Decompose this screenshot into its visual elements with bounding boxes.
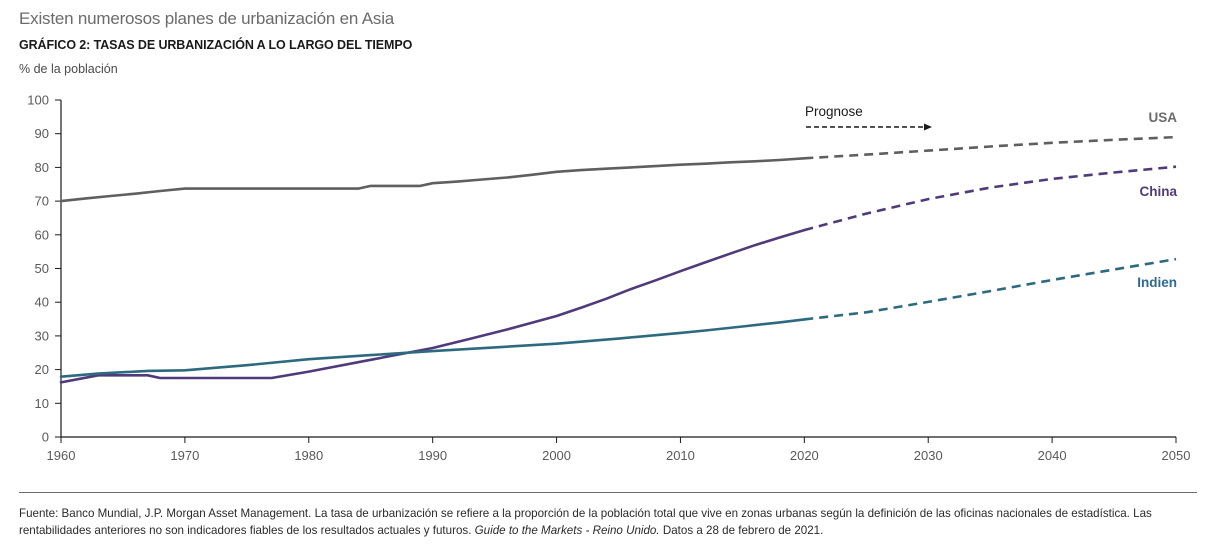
x-tick-label: 2000 — [542, 448, 571, 463]
series-line-china-forecast — [803, 165, 1177, 232]
y-tick-label: 80 — [35, 160, 49, 175]
series-line-china-historical — [59, 228, 806, 384]
series-label-indien: Indien — [1137, 275, 1177, 290]
series-line-indien-historical — [59, 318, 806, 379]
y-tick-label: 40 — [35, 295, 49, 310]
footnote-publication: Guide to the Markets - Reino Unido. — [474, 524, 660, 537]
footnote-date: Datos a 28 de febrero de 2021. — [659, 524, 824, 537]
series-labels: USA China Indien — [1137, 110, 1177, 290]
series-line-usa-historical — [59, 157, 806, 203]
x-tick-label: 2030 — [914, 448, 943, 463]
y-tick-label: 20 — [35, 362, 49, 377]
series-label-china: China — [1139, 184, 1177, 199]
x-tick-label: 2040 — [1038, 448, 1067, 463]
x-tick-label: 1960 — [47, 448, 76, 463]
series-label-usa: USA — [1148, 110, 1177, 125]
x-tick-label: 1980 — [294, 448, 323, 463]
y-tick-label: 10 — [35, 396, 49, 411]
series-lines — [59, 135, 1177, 384]
y-tick-label: 90 — [35, 126, 49, 141]
y-axis-unit-label: % de la población — [19, 62, 118, 76]
footnote-text: Fuente: Banco Mundial, J.P. Morgan Asset… — [19, 507, 1152, 537]
x-tick-label: 2050 — [1162, 448, 1191, 463]
forecast-annotation: Prognose — [805, 104, 932, 131]
y-tick-label: 0 — [42, 430, 49, 445]
x-tick-label: 1990 — [418, 448, 447, 463]
chart-headline: Existen numerosos planes de urbanización… — [19, 9, 395, 28]
y-tick-label: 60 — [35, 227, 49, 242]
series-line-usa-forecast — [804, 135, 1177, 160]
source-footnote: Fuente: Banco Mundial, J.P. Morgan Asset… — [19, 505, 1204, 539]
forecast-label: Prognose — [805, 104, 863, 119]
y-tick-label: 70 — [35, 194, 49, 209]
x-tick-label: 2010 — [666, 448, 695, 463]
chart-title: GRÁFICO 2: TASAS DE URBANIZACIÓN A LO LA… — [19, 38, 413, 52]
footer-divider — [19, 492, 1197, 493]
x-tick-label: 2020 — [790, 448, 819, 463]
y-tick-label: 100 — [27, 93, 49, 108]
y-tick-label: 50 — [35, 261, 49, 276]
x-tick-label: 1970 — [170, 448, 199, 463]
y-tick-label: 30 — [35, 328, 49, 343]
series-line-indien-forecast — [804, 257, 1177, 321]
forecast-arrow-head-icon — [924, 123, 932, 131]
